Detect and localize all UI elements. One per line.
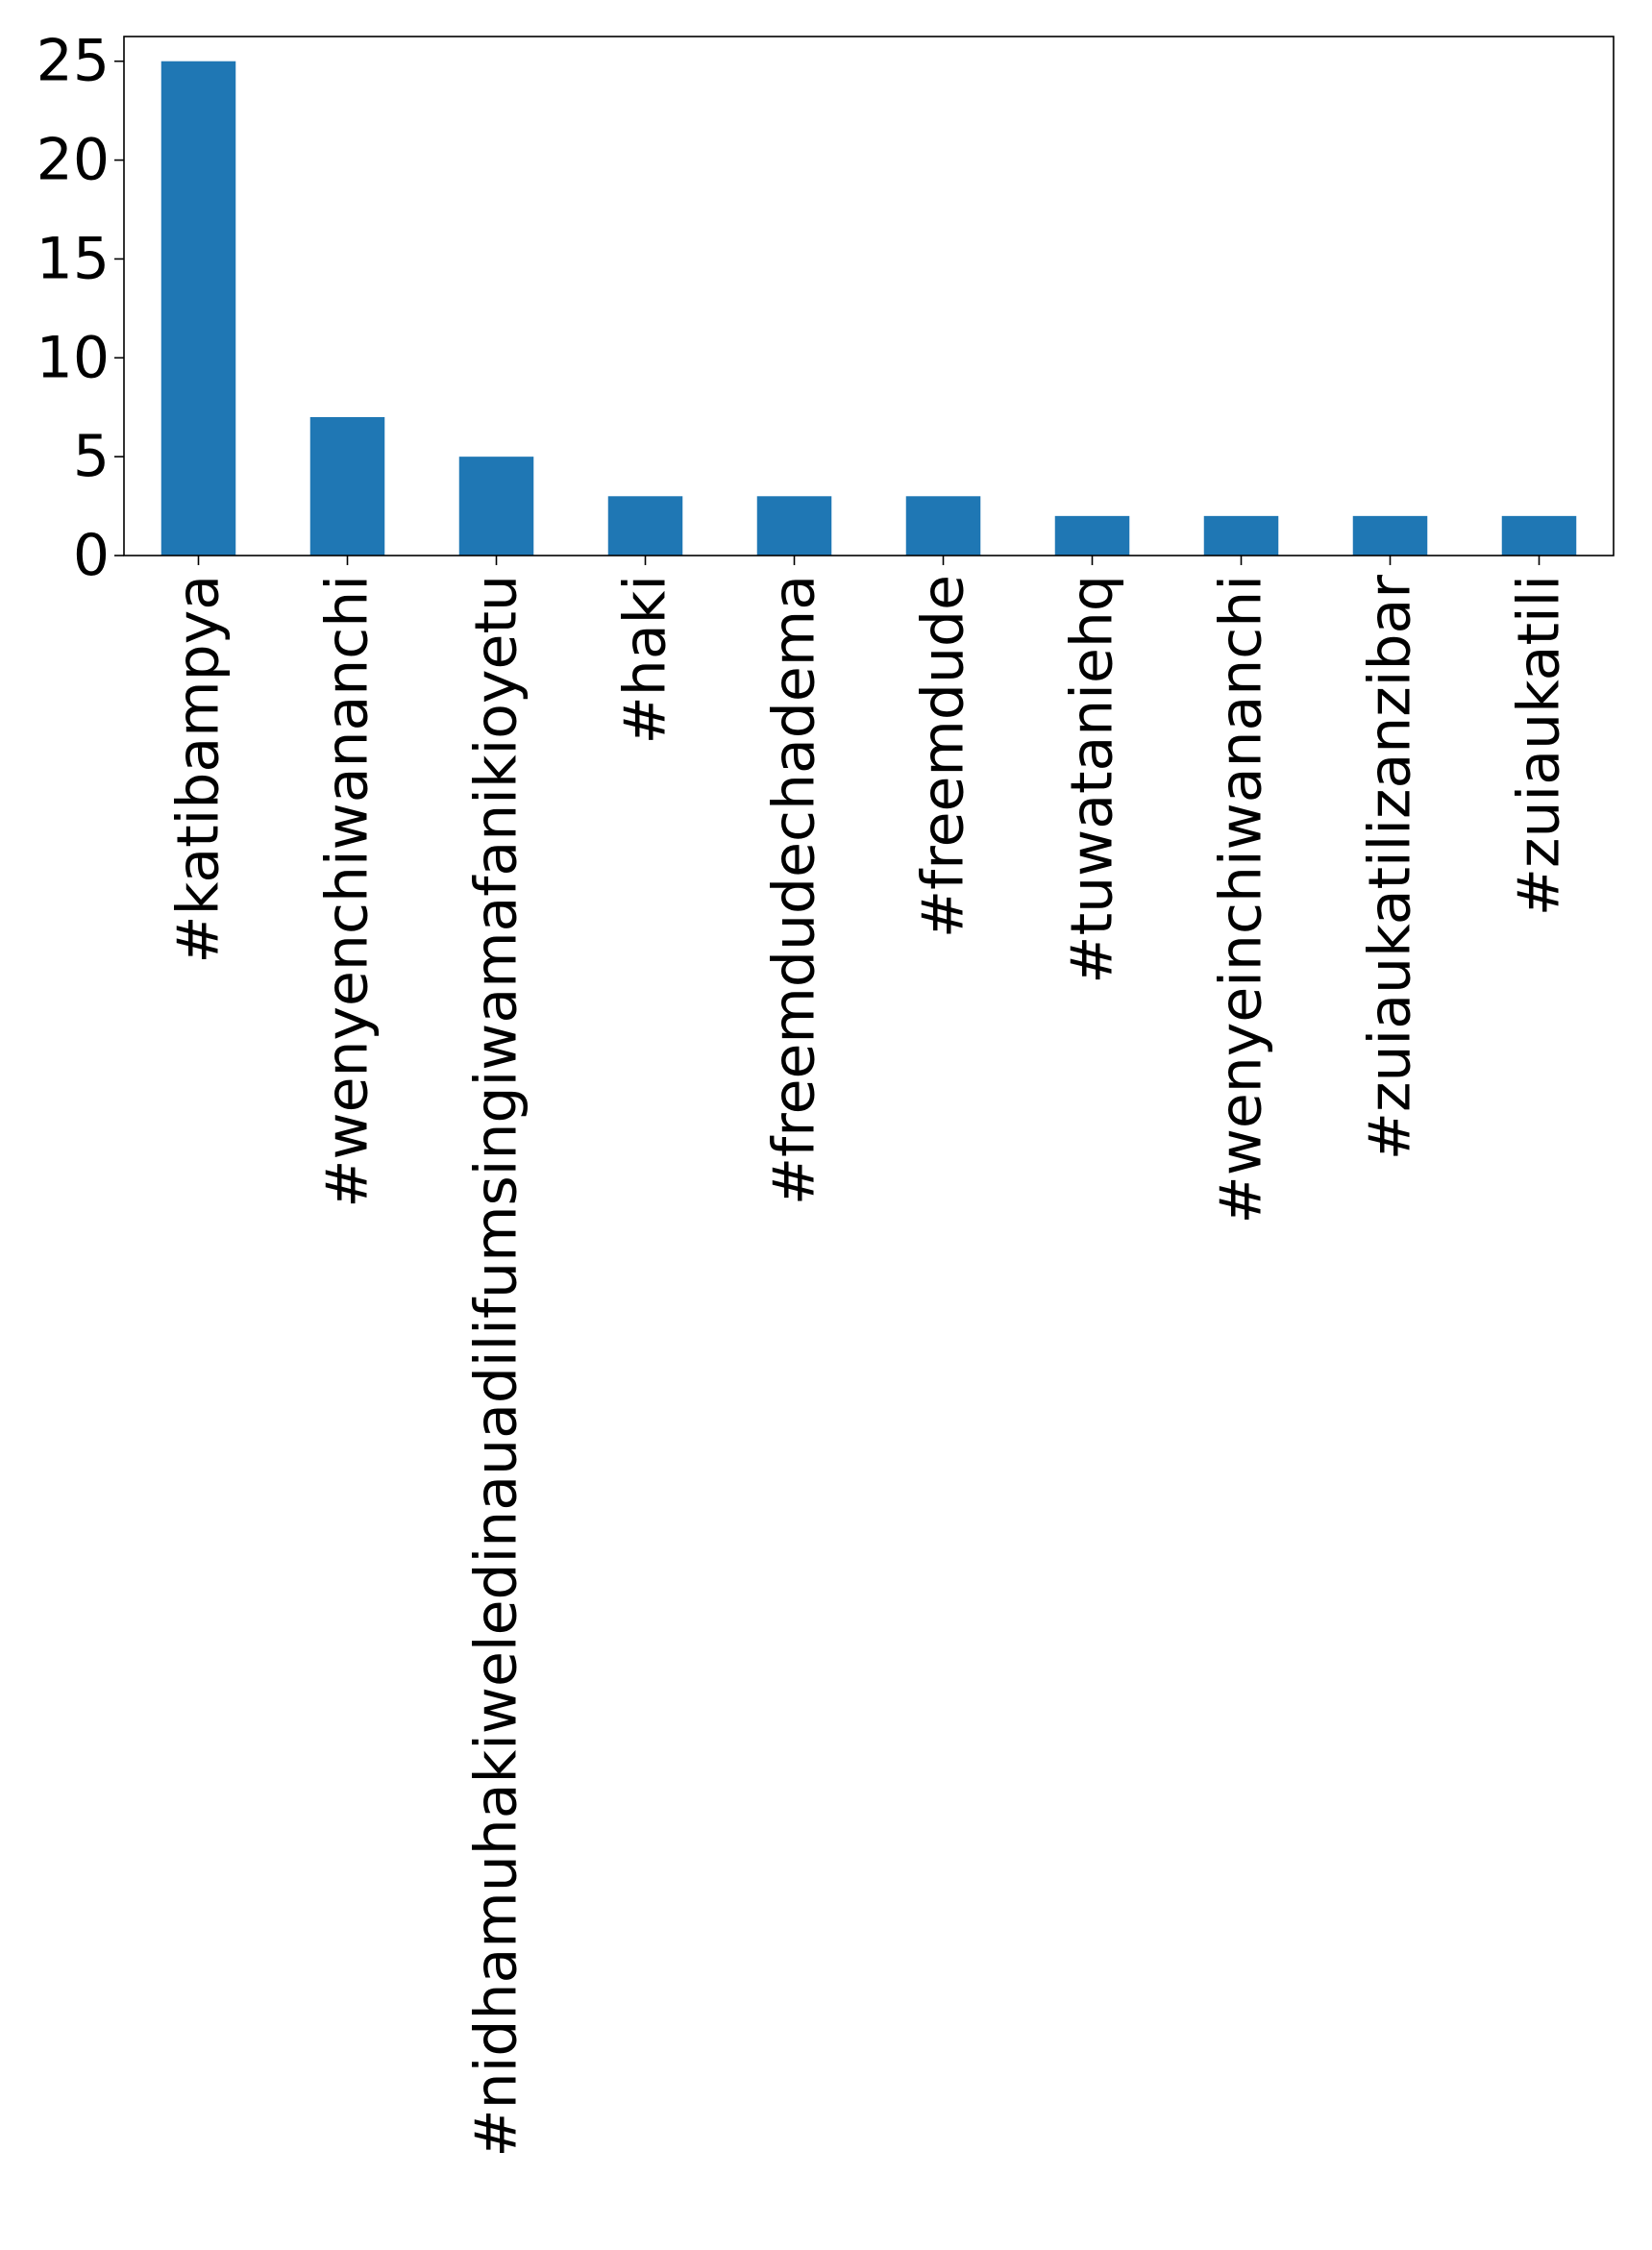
bar-9 — [1501, 515, 1577, 556]
x-tick-label-8: #zuiaukatilizanzibar — [1357, 575, 1424, 1161]
x-tick-label-1: #wenyenchiwananchi — [314, 575, 382, 1208]
y-tick-label-0: 0 — [73, 522, 110, 589]
y-axis: 0 5 10 15 20 25 — [37, 28, 124, 589]
plot-frame — [123, 36, 1615, 556]
x-tick-label-6: #tuwataniehq — [1059, 575, 1126, 984]
bar-6 — [1054, 515, 1130, 556]
y-tick-label-2: 10 — [37, 324, 110, 391]
y-tick-label-3: 15 — [37, 225, 110, 292]
x-tick-label-9: #zuiaukatili — [1506, 575, 1573, 916]
x-tick-label-3: #haki — [612, 575, 679, 744]
y-tick-label-5: 25 — [37, 28, 110, 95]
bar-7 — [1203, 515, 1279, 556]
x-axis: #katibampya #wenyenchiwananchi #nidhamuhak… — [165, 556, 1573, 2158]
bar-5 — [905, 496, 981, 556]
bar-3 — [607, 496, 683, 556]
bar-0 — [160, 61, 236, 556]
x-tick-label-7: #wenyeinchiwananchi — [1208, 575, 1275, 1224]
bar-1 — [309, 417, 385, 556]
bar-2 — [458, 457, 534, 556]
x-tick-label-5: #freemdude — [910, 575, 977, 938]
x-tick-label-4: #freemdudechadema — [761, 575, 828, 1205]
x-tick-label-0: #katibampya — [165, 575, 233, 964]
bars-group — [160, 61, 1577, 556]
y-tick-label-1: 5 — [73, 423, 110, 490]
x-tick-label-2: #nidhamuhakiweledinauadilifumsingiwamafa… — [463, 575, 530, 2158]
bar-4 — [756, 496, 832, 556]
bar-8 — [1352, 515, 1428, 556]
y-tick-label-4: 20 — [37, 127, 110, 194]
